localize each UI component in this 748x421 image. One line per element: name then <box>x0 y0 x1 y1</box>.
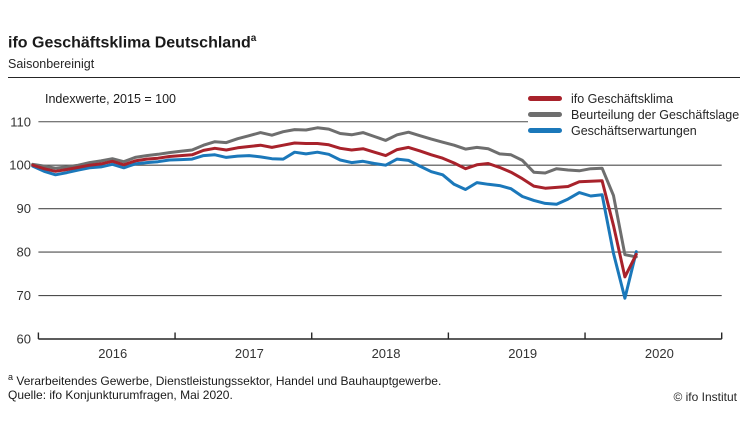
legend-swatch-red-line-icon <box>528 96 562 101</box>
legend-item-geschaeftslage: Beurteilung der Geschäftslage <box>528 107 748 122</box>
series-line-geschaftserwartungen <box>31 150 638 300</box>
legend-label: ifo Geschäftsklima <box>571 91 674 106</box>
y-tick-label-80: 80 <box>17 245 31 260</box>
x-tick-label-2019: 2019 <box>508 346 537 361</box>
chart-subtitle: Saisonbereinigt <box>8 57 95 71</box>
legend-item-geschaeftsklima: ifo Geschäftsklima <box>528 91 748 106</box>
legend-item-geschaeftserwartungen: Geschäftserwartungen <box>528 123 748 138</box>
legend-label: Geschäftserwartungen <box>571 123 697 138</box>
legend-swatch-blue-line-icon <box>528 128 562 133</box>
footnote-marker: a <box>8 372 14 382</box>
series-line-ifo-geschaftsklima <box>31 141 638 279</box>
x-tick-label-2017: 2017 <box>235 346 264 361</box>
header-divider <box>8 77 740 78</box>
legend-label: Beurteilung der Geschäftslage <box>571 107 740 122</box>
title-text: ifo Geschäftsklima Deutschland <box>8 34 251 52</box>
axis-unit-note: Indexwerte, 2015 = 100 <box>45 92 176 106</box>
y-tick-label-70: 70 <box>17 288 31 303</box>
footnote-text: Verarbeitendes Gewerbe, Dienstleistungss… <box>13 374 442 388</box>
x-tick-label-2020: 2020 <box>645 346 674 361</box>
y-tick-label-100: 100 <box>9 158 31 173</box>
y-tick-label-60: 60 <box>17 332 31 347</box>
footnote: a Verarbeitendes Gewerbe, Dienstleistung… <box>8 372 441 388</box>
x-tick-label-2018: 2018 <box>372 346 401 361</box>
y-tick-label-110: 110 <box>10 114 31 129</box>
title-footnote-marker: a <box>250 33 257 44</box>
page-title: ifo Geschäftsklima Deutschlanda <box>8 33 256 52</box>
y-tick-label-90: 90 <box>17 201 31 216</box>
x-tick-label-2016: 2016 <box>98 346 127 361</box>
series-line-beurteilung-der-geschaftslage <box>31 126 638 259</box>
copyright: © ifo Institut <box>673 390 737 404</box>
legend-swatch-gray-line-icon <box>528 112 562 117</box>
legend: ifo Geschäftsklima Beurteilung der Gesch… <box>528 91 748 138</box>
source-line: Quelle: ifo Konjunkturumfragen, Mai 2020… <box>8 388 233 402</box>
